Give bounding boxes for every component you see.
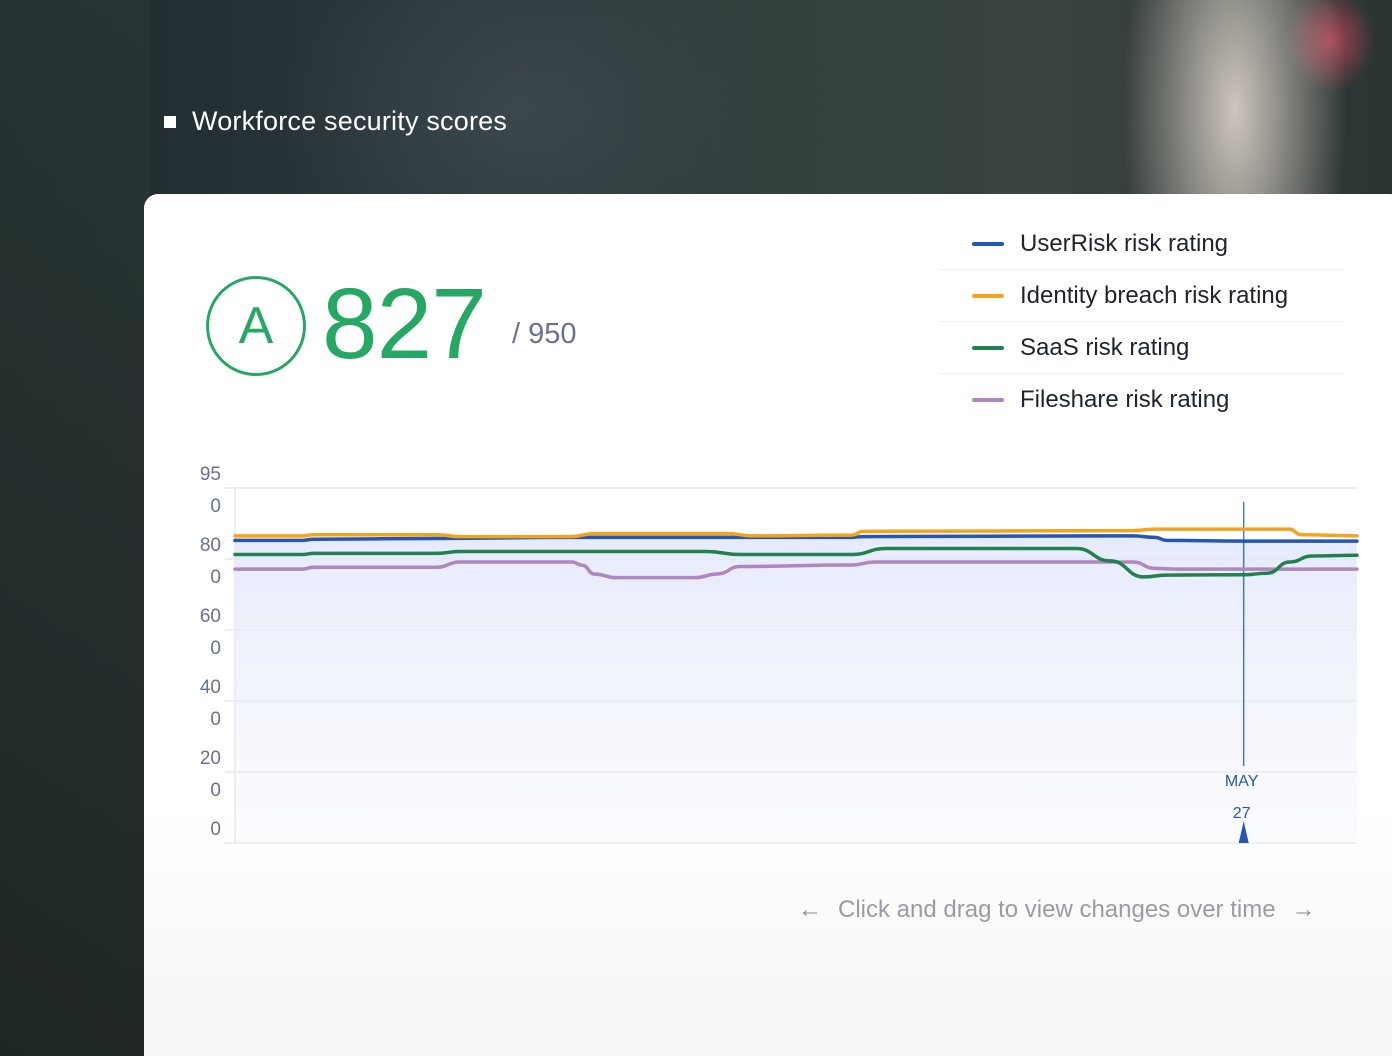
legend-swatch: [972, 398, 1004, 402]
background-shade: [0, 0, 150, 1056]
y-tick-label: 20: [200, 748, 221, 769]
y-tick-label: 60: [200, 606, 221, 627]
series-line-userrisk-risk-rating: [233, 534, 1359, 543]
score-max: / 950: [512, 318, 577, 350]
chart-area-fill: [235, 535, 1357, 843]
y-tick-label: 40: [200, 677, 221, 698]
chart-legend: UserRisk risk rating Identity breach ris…: [940, 218, 1344, 426]
legend-label: UserRisk risk rating: [1020, 229, 1229, 257]
y-tick-label-sub: 0: [210, 780, 221, 801]
bullet-square-icon: [164, 115, 176, 128]
series-line-identity-breach-risk-rating: [233, 527, 1359, 539]
security-score-card: A 827 / 950 UserRisk risk rating Identit…: [144, 194, 1392, 1056]
marker-handle-icon: [1238, 821, 1249, 843]
arrow-left-icon[interactable]: ←: [798, 896, 822, 923]
marker-day-label: 27: [1233, 805, 1251, 822]
drag-hint-text: Click and drag to view changes over time: [838, 896, 1276, 923]
grade-badge: A: [206, 276, 306, 376]
score-value: 827: [322, 268, 487, 380]
legend-label: Identity breach risk rating: [1020, 281, 1289, 309]
y-tick-label-sub: 0: [210, 496, 221, 517]
legend-swatch: [972, 293, 1004, 298]
y-tick-label: 80: [200, 535, 221, 556]
series-line-saas-risk-rating: [233, 546, 1359, 579]
y-tick-label-sub: 0: [210, 567, 221, 588]
y-tick-label-sub: 0: [210, 709, 221, 730]
legend-item-userrisk[interactable]: UserRisk risk rating: [940, 218, 1344, 270]
arrow-right-icon[interactable]: →: [1291, 896, 1316, 923]
section-header: Workforce security scores: [164, 106, 507, 137]
marker-month-label: MAY: [1225, 773, 1259, 790]
legend-item-saas[interactable]: SaaS risk rating: [940, 322, 1344, 374]
risk-rating-chart[interactable]: 95 0 80 0 60 0 40 0 20 0 0 MAY 27: [144, 194, 1392, 874]
drag-hint: ← Click and drag to view changes over ti…: [798, 896, 1316, 924]
series-line-fileshare-risk-rating: [233, 560, 1359, 580]
legend-item-fileshare[interactable]: Fileshare risk rating: [940, 374, 1344, 426]
y-tick-label: 95: [200, 464, 221, 485]
legend-label: Fileshare risk rating: [1020, 386, 1230, 413]
y-tick-label: 0: [210, 819, 221, 840]
legend-swatch: [972, 345, 1004, 350]
section-title: Workforce security scores: [192, 106, 508, 136]
legend-swatch: [972, 241, 1004, 246]
legend-label: SaaS risk rating: [1020, 333, 1190, 361]
legend-item-identity-breach[interactable]: Identity breach risk rating: [940, 270, 1344, 322]
y-tick-label-sub: 0: [210, 638, 221, 659]
